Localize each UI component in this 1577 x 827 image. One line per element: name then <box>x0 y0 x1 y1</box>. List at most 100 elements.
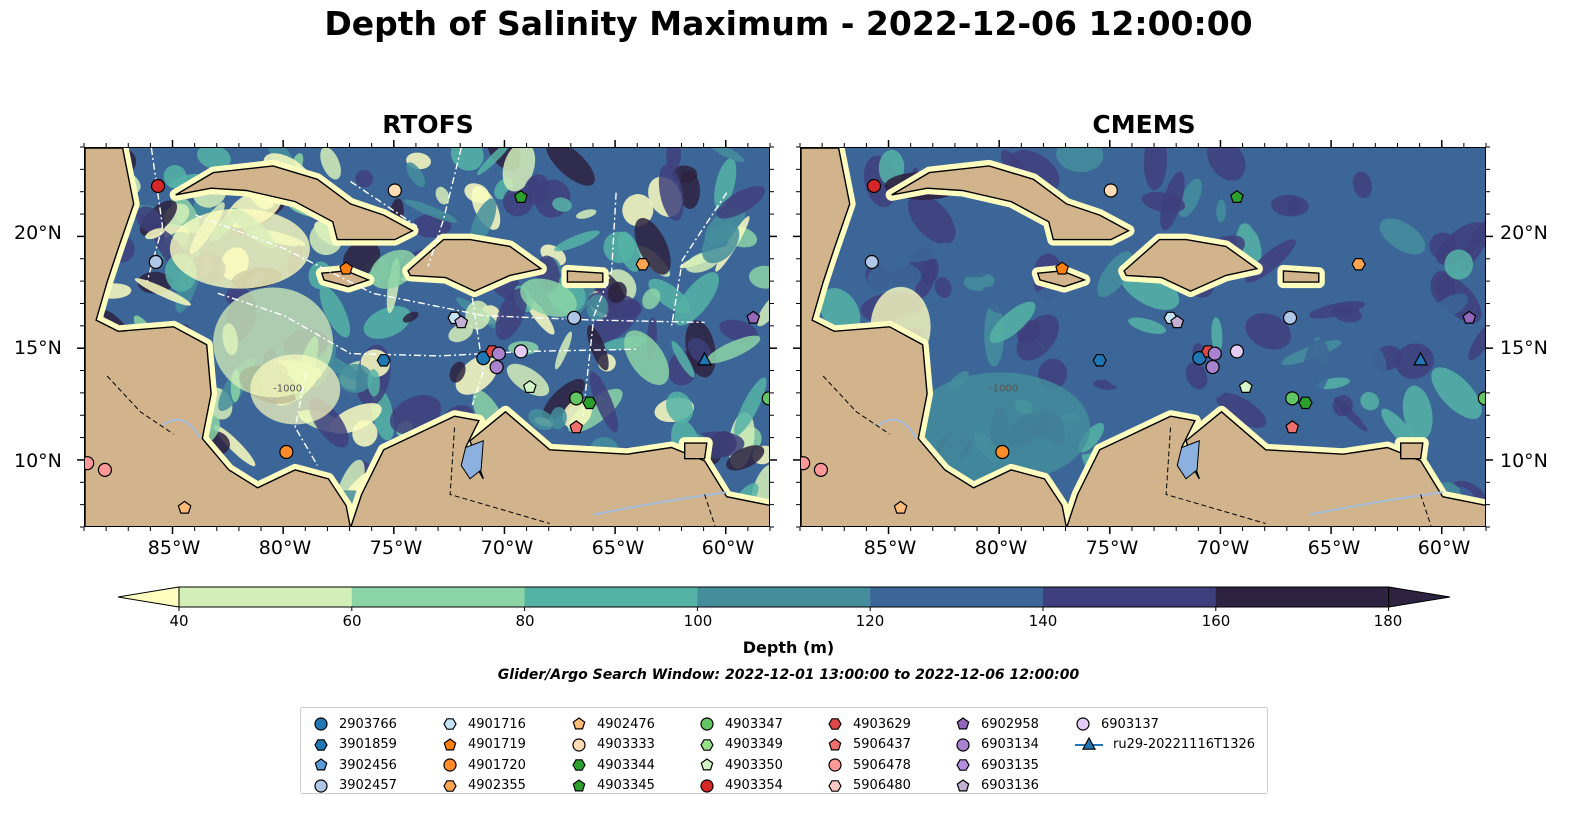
float-marker <box>1285 391 1300 406</box>
colorbar-tick-label: 100 <box>683 612 713 630</box>
legend-item: 4903349 <box>697 735 783 755</box>
legend-item: 4903350 <box>697 755 783 775</box>
legend-marker-icon <box>1076 717 1090 731</box>
map-canvas-cmems: -1000 <box>801 148 1485 526</box>
legend-label: 4903350 <box>725 757 783 773</box>
legend-item: 3901859 <box>311 735 397 755</box>
float-marker <box>864 254 879 270</box>
x-tick-label: 75°W <box>369 537 423 559</box>
legend-marker <box>572 737 586 752</box>
float-marker <box>995 444 1010 460</box>
legend-item: 6903136 <box>953 776 1039 796</box>
legend-label: 4903629 <box>853 716 911 732</box>
float-marker <box>514 189 528 204</box>
x-tick-label: 60°W <box>1417 537 1471 559</box>
float-marker <box>1103 183 1118 198</box>
colorbar-tick-label: 80 <box>515 612 535 630</box>
float-marker <box>376 354 391 367</box>
colorbar-tick-label: 140 <box>1028 612 1058 630</box>
float-marker <box>569 420 584 434</box>
legend-marker-icon <box>443 718 457 730</box>
map-canvas-rtofs: -1000 <box>85 148 769 526</box>
float-marker <box>489 359 504 375</box>
legend-item: 6902958 <box>953 714 1039 734</box>
legend-marker <box>956 737 970 752</box>
legend-label: 4903354 <box>725 778 783 793</box>
x-tick-label: 85°W <box>147 537 201 559</box>
float-marker <box>569 391 584 406</box>
y-tick-label: 10°N <box>14 450 62 472</box>
legend-item: 4901719 <box>440 735 526 755</box>
legend-marker-icon <box>700 778 714 793</box>
legend-item: 5906480 <box>825 776 911 796</box>
float-marker <box>582 396 597 410</box>
legend-marker <box>700 717 714 731</box>
legend-marker-icon <box>443 758 457 772</box>
legend-marker <box>700 778 714 793</box>
float-marker <box>522 379 537 393</box>
legend-marker <box>700 738 714 751</box>
float-marker <box>339 261 354 275</box>
legend-marker <box>314 738 328 751</box>
float-marker <box>635 257 650 271</box>
legend-label: 6903134 <box>981 737 1039 752</box>
legend-marker <box>572 717 586 730</box>
legend-marker-icon <box>443 737 457 750</box>
legend-item: 6903137 <box>1073 714 1159 734</box>
map-panel-cmems: -1000 <box>800 147 1486 527</box>
legend-marker-icon <box>572 759 586 771</box>
legend-label: 4901719 <box>468 737 526 752</box>
colorbar-tick-label: 120 <box>855 612 885 630</box>
float-marker <box>813 462 829 477</box>
legend-marker-icon <box>572 717 586 730</box>
legend-label: 4903333 <box>597 737 655 752</box>
legend-item: 6903134 <box>953 735 1039 755</box>
legend-item: 4903347 <box>697 714 783 734</box>
legend-marker-icon <box>828 758 842 772</box>
legend-label: 4903345 <box>597 778 655 793</box>
x-tick-label: 70°W <box>480 537 534 559</box>
panel-title-cmems: CMEMS <box>1092 110 1196 139</box>
legend-marker-icon <box>314 778 328 793</box>
float-marker <box>1055 261 1070 275</box>
legend-marker-icon <box>828 737 842 750</box>
float-marker <box>801 456 811 471</box>
float-marker <box>177 500 192 514</box>
legend-item: 4903629 <box>825 714 911 734</box>
legend-marker <box>956 717 970 730</box>
legend: 2903766 3901859 3902456 3902457 4901716 49017… <box>300 707 1268 794</box>
legend-marker <box>828 737 842 750</box>
colorbar-tick-label: 160 <box>1201 612 1231 630</box>
legend-marker-icon <box>572 778 586 791</box>
legend-label: 4903347 <box>725 716 783 732</box>
legend-label: 5906437 <box>853 737 911 752</box>
float-marker <box>97 462 113 477</box>
legend-label: 4902476 <box>597 716 655 732</box>
legend-label: 3901859 <box>339 737 397 752</box>
legend-marker-icon <box>828 779 842 792</box>
legend-marker-icon <box>828 718 842 730</box>
legend-marker-icon <box>443 779 457 792</box>
legend-marker-icon <box>956 759 970 771</box>
float-marker <box>566 310 582 325</box>
float-marker <box>1229 344 1245 359</box>
legend-item: 4902355 <box>440 776 526 796</box>
float-marker <box>148 254 163 270</box>
float-marker <box>1192 351 1207 366</box>
float-marker <box>697 351 713 366</box>
legend-label: 5906478 <box>853 757 911 773</box>
legend-marker <box>828 758 842 772</box>
legend-marker <box>828 718 842 730</box>
legend-marker <box>828 779 842 792</box>
legend-marker-icon <box>314 758 328 771</box>
legend-label: 6903137 <box>1101 716 1159 732</box>
y-tick-label: 15°N <box>14 337 62 359</box>
legend-item: 5906437 <box>825 735 911 755</box>
x-tick-label: 80°W <box>974 537 1028 559</box>
legend-marker <box>1076 717 1090 731</box>
y-tick-label: 15°N <box>1500 337 1548 359</box>
legend-marker-icon <box>572 737 586 752</box>
legend-marker-icon <box>700 717 714 731</box>
float-marker <box>1477 391 1485 406</box>
float-marker <box>1205 359 1220 375</box>
